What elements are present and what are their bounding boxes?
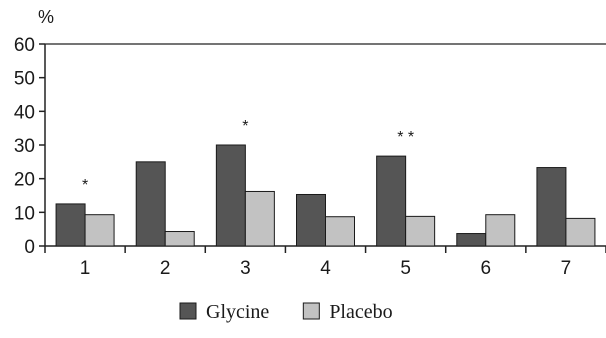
bar-placebo [565,217,596,247]
significance-marker: * * [397,129,414,146]
y-tick-label: 20 [14,170,35,191]
x-tick-label: 4 [320,258,331,279]
legend-swatch [179,302,197,320]
y-tick-label: 30 [14,136,35,157]
bar-placebo [405,215,436,247]
y-axis-unit: % [38,7,54,27]
legend-label: Glycine [206,301,269,323]
bar-glycine [456,233,487,247]
x-tick-label: 5 [400,258,411,279]
x-tick-label: 1 [80,258,91,279]
y-tick-label: 10 [14,203,35,224]
y-tick-label: 50 [14,69,35,90]
bar-placebo [244,190,275,247]
bar-placebo [485,214,516,247]
bar-placebo [325,216,355,247]
bar-glycine [55,203,86,247]
bar-placebo [164,231,195,247]
legend-label: Placebo [329,301,392,323]
bar-placebo [84,214,115,247]
bar-glycine [536,167,567,247]
bar-glycine [215,144,246,247]
bar-glycine [296,193,326,247]
x-tick-label: 7 [561,258,572,279]
legend-swatch [302,302,320,320]
legend-item-glycine: Glycine [179,301,269,323]
x-tick-label: 2 [160,258,171,279]
significance-marker: * [242,118,248,135]
x-tick-label: 6 [480,258,491,279]
legend-item-placebo: Placebo [302,301,393,323]
plot-area: 0 10 20 30 40 50 60 1 2 3 4 5 6 7 * * * * [14,35,606,279]
bar-glycine [135,161,166,247]
bar-glycine [376,155,407,247]
y-tick-label: 0 [24,237,35,258]
significance-marker: * [82,177,88,194]
y-tick-label: 40 [14,102,35,123]
legend: Glycine Placebo [179,301,393,323]
y-tick-label: 60 [14,35,35,56]
x-tick-label: 3 [240,258,251,279]
